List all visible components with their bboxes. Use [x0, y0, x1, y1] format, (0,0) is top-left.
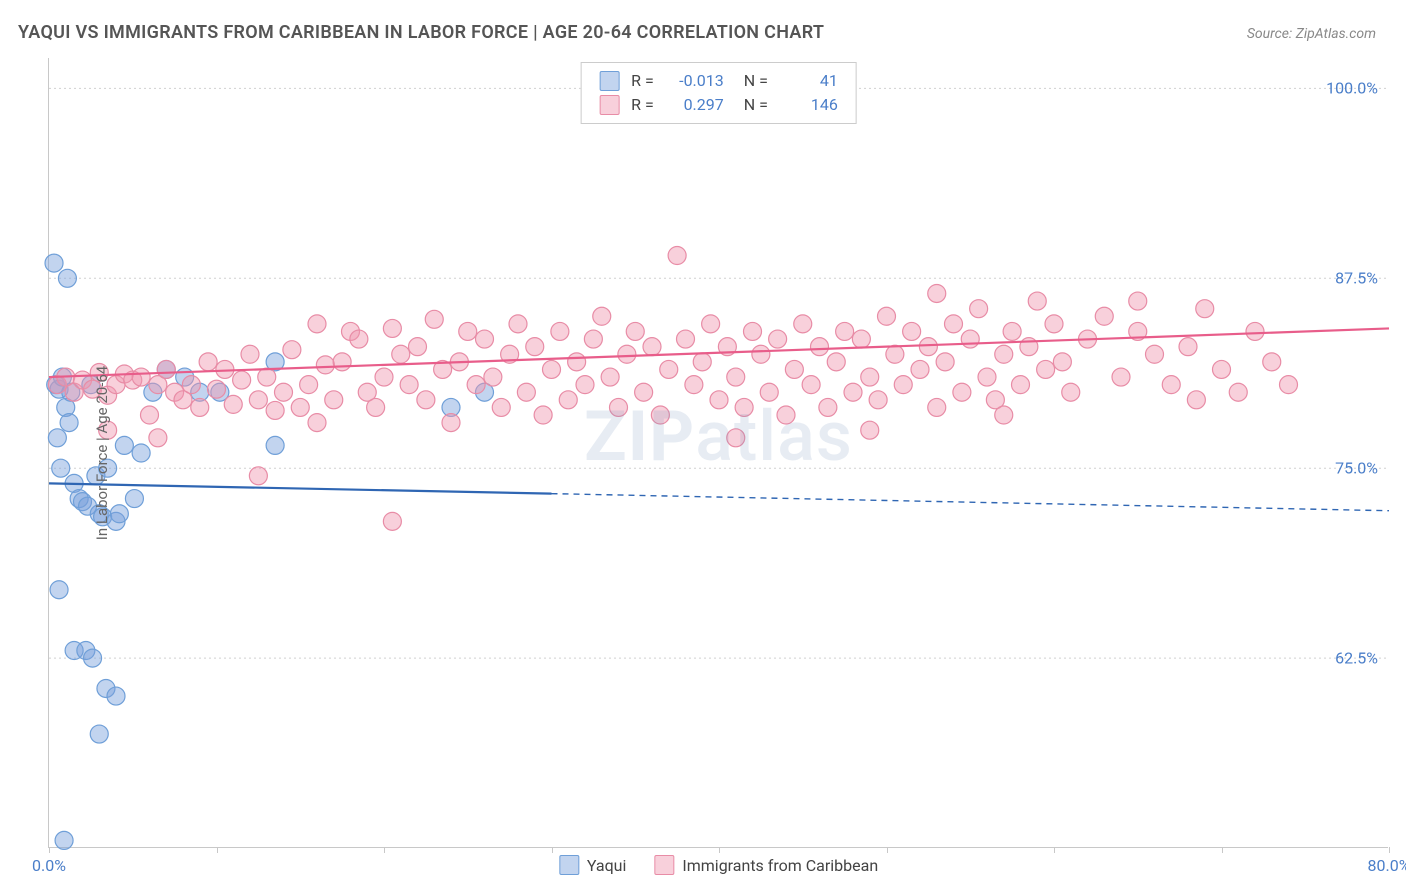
scatter-svg [49, 58, 1388, 847]
corr-r-label: R = [631, 69, 654, 93]
correlation-legend-box: R = -0.013 N = 41 R = 0.297 N = 146 [580, 62, 857, 124]
y-axis-label: In Labor Force | Age 20-64 [93, 365, 111, 539]
x-tick-label: 80.0% [1368, 856, 1406, 875]
corr-r-value-yaqui: -0.013 [666, 69, 724, 93]
legend-label-caribbean: Immigrants from Caribbean [682, 856, 878, 875]
x-tick-mark [217, 847, 218, 853]
legend-swatch-caribbean [654, 855, 674, 875]
legend-label-yaqui: Yaqui [587, 856, 627, 875]
swatch-yaqui [599, 71, 619, 91]
x-tick-mark [384, 847, 385, 853]
swatch-caribbean [599, 95, 619, 115]
corr-n-value-caribbean: 146 [780, 93, 838, 117]
legend-swatch-yaqui [559, 855, 579, 875]
x-tick-mark [1054, 847, 1055, 853]
bottom-legend: Yaqui Immigrants from Caribbean [559, 855, 878, 875]
corr-n-label: N = [736, 93, 768, 117]
corr-r-label: R = [631, 93, 654, 117]
x-tick-mark [719, 847, 720, 853]
legend-item-caribbean: Immigrants from Caribbean [654, 855, 878, 875]
corr-n-label: N = [736, 69, 768, 93]
y-tick-label: 100.0% [1326, 79, 1378, 98]
correlation-row-caribbean: R = 0.297 N = 146 [599, 93, 838, 117]
x-tick-mark [552, 847, 553, 853]
corr-n-value-yaqui: 41 [780, 69, 838, 93]
source-attribution: Source: ZipAtlas.com [1247, 26, 1376, 42]
x-tick-mark [887, 847, 888, 853]
plot-area: In Labor Force | Age 20-64 R = -0.013 N … [48, 58, 1388, 848]
y-tick-label: 87.5% [1335, 269, 1378, 288]
correlation-row-yaqui: R = -0.013 N = 41 [599, 69, 838, 93]
corr-r-value-caribbean: 0.297 [666, 93, 724, 117]
x-tick-label: 0.0% [32, 856, 66, 875]
x-tick-mark [1389, 847, 1390, 853]
y-tick-label: 62.5% [1335, 649, 1378, 668]
x-tick-mark [1222, 847, 1223, 853]
x-tick-mark [49, 847, 50, 853]
legend-item-yaqui: Yaqui [559, 855, 627, 875]
y-tick-label: 75.0% [1335, 459, 1378, 478]
chart-title: YAQUI VS IMMIGRANTS FROM CARIBBEAN IN LA… [18, 22, 824, 43]
